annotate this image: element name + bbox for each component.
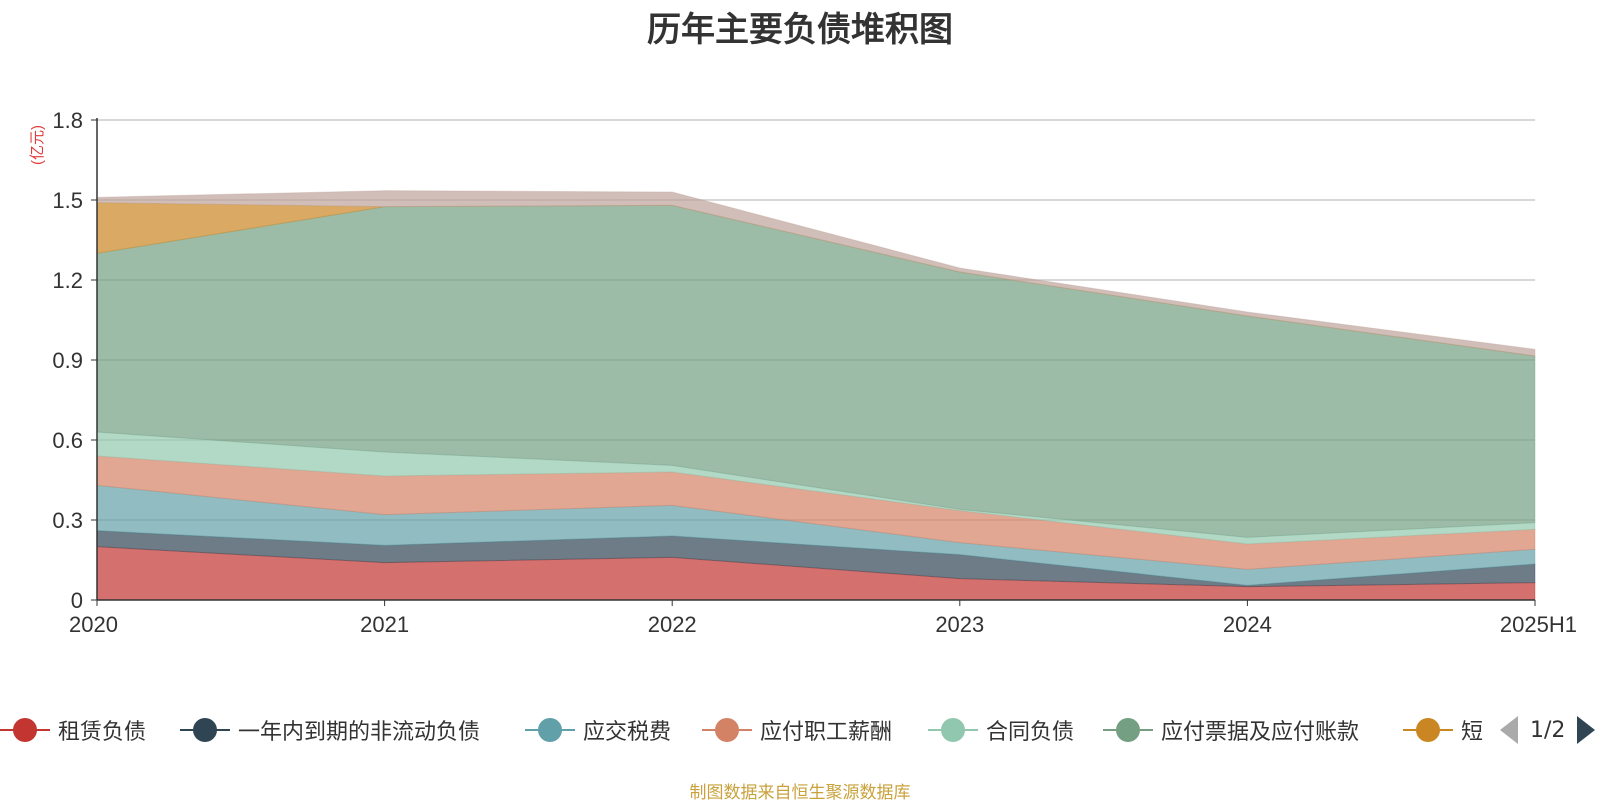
- y-tick-label: 1.2: [52, 268, 83, 293]
- y-tick-label: 0.6: [52, 428, 83, 453]
- legend-item-3[interactable]: 应付职工薪酬: [702, 712, 892, 748]
- legend-item-1[interactable]: 一年内到期的非流动负债: [180, 712, 480, 748]
- legend-item-2[interactable]: 应交税费: [525, 712, 671, 748]
- legend-marker-icon: [702, 712, 752, 748]
- y-tick-label: 1.5: [52, 188, 83, 213]
- y-tick-label: 0: [71, 588, 83, 613]
- stacked-areas: [96, 190, 1536, 601]
- data-source-note: 制图数据来自恒生聚源数据库: [689, 783, 911, 803]
- x-tick-label: 2023: [935, 612, 984, 637]
- legend-item-label: 应付票据及应付账款: [1161, 720, 1360, 745]
- chart-canvas: 0 0.3 0.6 0.9 1.2 1.5 1.8 2020 2021 2022 2023 2024 2…: [29, 108, 1577, 637]
- x-tick-label: 2020: [69, 612, 118, 637]
- axes: 0 0.3 0.6 0.9 1.2 1.5 1.8 2020 2021 2022 2023 2024 2…: [52, 108, 1577, 637]
- legend-prev-page-icon[interactable]: [1500, 716, 1518, 744]
- area-series-7: [96, 190, 1536, 357]
- legend: 租赁负债 一年内到期的非流动负债 应交税费 应付职工薪酬 合同负债 应付票据及应付账款 短: [0, 712, 1600, 748]
- legend-marker-icon: [1403, 712, 1453, 748]
- legend-item-4[interactable]: 合同负债: [928, 712, 1074, 748]
- legend-marker-icon: [180, 712, 230, 748]
- x-tick-label: 2025H1: [1500, 612, 1577, 637]
- legend-next-page-icon[interactable]: [1577, 716, 1596, 744]
- legend-marker-icon: [525, 712, 575, 748]
- x-tick-label: 2021: [360, 612, 409, 637]
- legend-item-label: 一年内到期的非流动负债: [238, 720, 481, 745]
- y-tick-label: 0.3: [52, 508, 83, 533]
- legend-item-label: 租赁负债: [58, 720, 147, 745]
- x-tick-label: 2022: [648, 612, 697, 637]
- chart-title: 历年主要负债堆积图: [647, 10, 953, 50]
- legend-marker-icon: [1103, 712, 1153, 748]
- y-tick-label: 1.8: [52, 108, 83, 133]
- legend-item-label: 应付职工薪酬: [760, 720, 893, 745]
- legend-marker-icon: [0, 712, 50, 748]
- legend-item-label: 应交税费: [583, 720, 672, 745]
- y-axis-unit-label: (亿元): [29, 125, 46, 165]
- y-tick-label: 0.9: [52, 348, 83, 373]
- x-tick-label: 2024: [1223, 612, 1272, 637]
- legend-marker-icon: [928, 712, 978, 748]
- legend-pager: 1/2: [1500, 712, 1596, 748]
- legend-item-0[interactable]: 租赁负债: [0, 712, 146, 748]
- legend-item-label: 合同负债: [986, 720, 1075, 745]
- legend-item-label: 短: [1461, 720, 1484, 745]
- legend-page-indicator: 1/2: [1530, 717, 1566, 743]
- legend-item-5[interactable]: 应付票据及应付账款: [1103, 712, 1359, 748]
- legend-item-6[interactable]: 短: [1403, 712, 1483, 748]
